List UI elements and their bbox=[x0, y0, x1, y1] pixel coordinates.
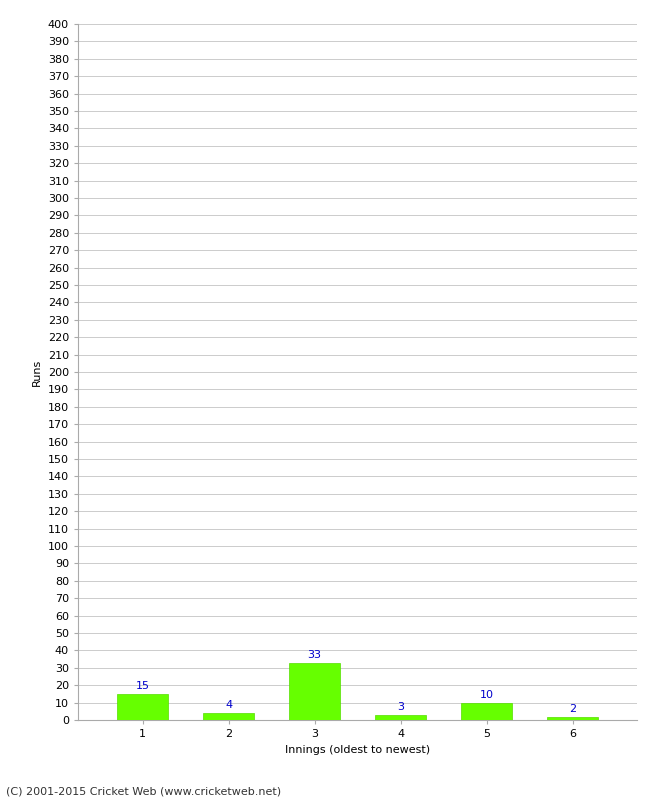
Y-axis label: Runs: Runs bbox=[32, 358, 42, 386]
Bar bbox=[547, 717, 598, 720]
Bar bbox=[117, 694, 168, 720]
Bar bbox=[461, 702, 512, 720]
Bar bbox=[203, 713, 254, 720]
Text: 10: 10 bbox=[480, 690, 493, 700]
Bar bbox=[289, 662, 341, 720]
Text: (C) 2001-2015 Cricket Web (www.cricketweb.net): (C) 2001-2015 Cricket Web (www.cricketwe… bbox=[6, 786, 281, 796]
X-axis label: Innings (oldest to newest): Innings (oldest to newest) bbox=[285, 745, 430, 754]
Text: 33: 33 bbox=[307, 650, 322, 660]
Text: 3: 3 bbox=[397, 702, 404, 712]
Text: 4: 4 bbox=[225, 701, 232, 710]
Text: 15: 15 bbox=[135, 682, 150, 691]
Bar bbox=[374, 714, 426, 720]
Text: 2: 2 bbox=[569, 704, 576, 714]
